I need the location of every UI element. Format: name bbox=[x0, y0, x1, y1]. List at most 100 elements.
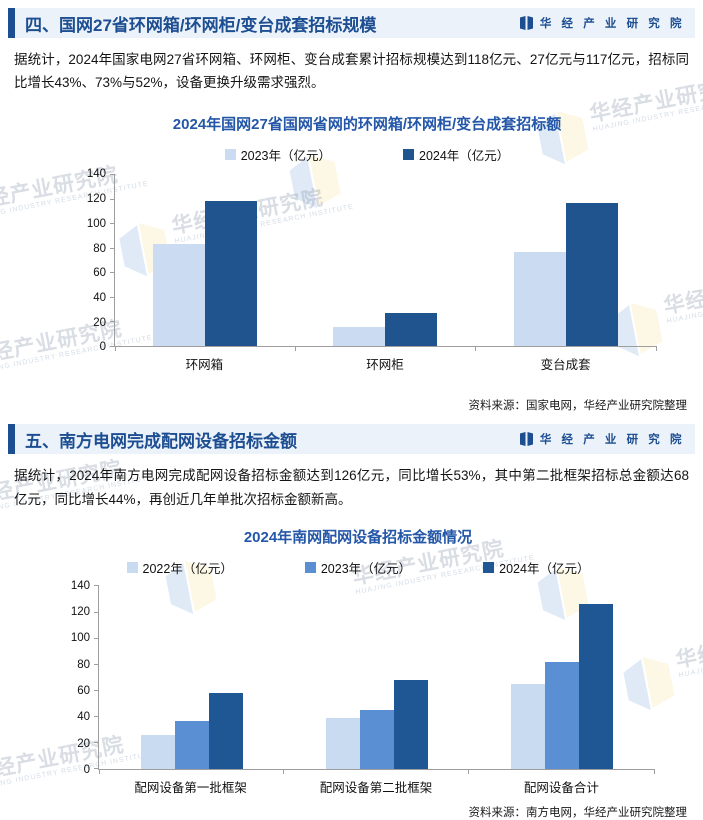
y-axis-tick-label: 100 bbox=[86, 217, 106, 230]
y-axis-tick-label: 40 bbox=[93, 292, 106, 305]
section-2-paragraph: 据统计，2024年南方电网完成配网设备招标金额达到126亿元，同比增长53%，其… bbox=[14, 468, 689, 507]
bar-2023年（亿元）-变台成套 bbox=[513, 251, 566, 347]
y-axis-tick-label: 140 bbox=[70, 579, 90, 592]
chart-2-plot-area bbox=[94, 585, 655, 774]
legend-label: 2024年（亿元） bbox=[499, 561, 590, 576]
y-axis-tick-mark bbox=[110, 223, 115, 225]
section-2-source: 资料来源：南方电网，华经产业研究院整理 bbox=[468, 806, 688, 819]
y-axis-tick-label: 60 bbox=[77, 685, 90, 698]
x-axis-tick-mark bbox=[114, 346, 116, 352]
legend-item-2: 2024年（亿元） bbox=[483, 558, 589, 577]
y-axis-tick-label: 140 bbox=[86, 168, 106, 181]
bar-2022年（亿元）-配网设备合计 bbox=[510, 683, 545, 769]
bar-group-0 bbox=[115, 174, 295, 347]
x-axis-category-label-0: 配网设备第一批框架 bbox=[134, 780, 247, 795]
x-axis-tick-mark bbox=[98, 768, 100, 774]
y-axis-tick-mark bbox=[94, 637, 99, 639]
section-2-title: 五、南方电网完成配网设备招标金额 bbox=[25, 431, 297, 451]
y-axis-tick-label: 80 bbox=[93, 242, 106, 255]
y-axis-tick-label: 100 bbox=[70, 632, 90, 645]
x-axis-tick-mark bbox=[475, 346, 477, 352]
y-axis-tick-label: 60 bbox=[93, 267, 106, 280]
bar-2024年（亿元）-变台成套 bbox=[565, 202, 618, 347]
chart-2-title: 2024年南网配网设备招标金额情况 bbox=[243, 528, 473, 546]
bar-2022年（亿元）-配网设备第二批框架 bbox=[325, 717, 360, 769]
bar-2023年（亿元）-配网设备合计 bbox=[544, 661, 579, 769]
bar-group-1 bbox=[295, 174, 475, 347]
y-axis-tick-label: 120 bbox=[86, 193, 106, 206]
chart-1-plot-area bbox=[110, 173, 657, 352]
chart-2-legend: 2022年（亿元） 2023年（亿元） 2024年（亿元） bbox=[62, 558, 654, 577]
x-axis-tick-mark bbox=[283, 768, 285, 774]
y-axis-tick-label: 40 bbox=[77, 711, 90, 724]
bar-chart-2: 2024年南网配网设备招标金额情况 2022年（亿元） 2023年（亿元） 2024… bbox=[62, 526, 655, 796]
bar-chart-1: 2024年国网27省国网省网的环网箱/环网柜/变台成套招标额 2023年（亿元）… bbox=[78, 113, 657, 373]
x-axis-category-label-2: 变台成套 bbox=[540, 358, 591, 373]
chart-2-x-labels: 配网设备第一批框架 配网设备第二批框架 配网设备合计 bbox=[98, 777, 654, 796]
bar-group-2 bbox=[476, 174, 656, 347]
y-axis-tick-mark bbox=[94, 768, 99, 770]
bar-2024年（亿元）-配网设备第二批框架 bbox=[393, 680, 428, 769]
bar-2023年（亿元）-配网设备第一批框架 bbox=[174, 720, 209, 769]
brand-name: 华 经 产 业 研 究 院 bbox=[539, 18, 685, 30]
section-1-paragraph: 据统计，2024年国家电网27省环网箱、环网柜、变台成套累计招标规模达到118亿… bbox=[14, 52, 689, 91]
chart-1-y-axis: 0 20 40 60 80 100 120 140 bbox=[78, 168, 114, 353]
y-axis-tick-mark bbox=[110, 247, 115, 249]
bar-group-2 bbox=[469, 586, 654, 769]
bar-2024年（亿元）-配网设备第一批框架 bbox=[208, 693, 243, 769]
x-axis-category-label-2: 配网设备合计 bbox=[523, 780, 599, 795]
y-axis-tick-label: 0 bbox=[99, 341, 106, 354]
legend-swatch bbox=[224, 149, 236, 161]
legend-label: 2024年（亿元） bbox=[419, 149, 510, 164]
brand-book-icon bbox=[519, 432, 533, 447]
y-axis-tick-label: 20 bbox=[77, 737, 90, 750]
brand-name: 华 经 产 业 研 究 院 bbox=[539, 434, 685, 447]
y-axis-tick-mark bbox=[110, 272, 115, 274]
brand-logo: 华 经 产 业 研 究 院 bbox=[519, 15, 685, 31]
y-axis-tick-label: 20 bbox=[93, 316, 106, 329]
x-axis-tick-mark bbox=[655, 346, 657, 352]
y-axis-tick-mark bbox=[110, 198, 115, 200]
bar-2024年（亿元）-环网柜 bbox=[385, 313, 438, 347]
chart-2-y-axis: 0 20 40 60 80 100 120 140 bbox=[62, 580, 98, 776]
bar-group-1 bbox=[284, 586, 469, 769]
x-axis-category-label-1: 配网设备第二批框架 bbox=[319, 780, 433, 795]
legend-item-1: 2024年（亿元） bbox=[403, 145, 509, 164]
brand-book-icon bbox=[519, 16, 533, 30]
y-axis-tick-label: 0 bbox=[83, 763, 90, 776]
bar-2023年（亿元）-环网柜 bbox=[333, 326, 386, 347]
bar-2024年（亿元）-配网设备合计 bbox=[578, 604, 613, 769]
x-axis-tick-mark bbox=[468, 768, 470, 774]
legend-item-0: 2022年（亿元） bbox=[126, 558, 233, 577]
chart-1-legend: 2023年（亿元） 2024年（亿元） bbox=[78, 145, 656, 164]
section-1-header: 四、国网27省环网箱/环网柜/变台成套招标规模 华 经 产 业 研 究 院 bbox=[8, 8, 695, 38]
chart-1-x-labels: 环网箱 环网柜 变台成套 bbox=[114, 354, 656, 373]
section-2-header: 五、南方电网完成配网设备招标金额 华 经 产 业 研 究 院 bbox=[8, 424, 695, 455]
legend-label: 2023年（亿元） bbox=[320, 561, 412, 576]
y-axis-tick-mark bbox=[94, 689, 99, 691]
y-axis-tick-mark bbox=[110, 321, 115, 323]
legend-label: 2023年（亿元） bbox=[240, 149, 331, 164]
bar-2024年（亿元）-环网箱 bbox=[205, 201, 258, 347]
legend-swatch bbox=[126, 561, 138, 573]
y-axis-tick-mark bbox=[94, 663, 99, 665]
y-axis-tick-label: 80 bbox=[77, 658, 90, 671]
y-axis-tick-mark bbox=[110, 296, 115, 298]
y-axis-tick-mark bbox=[94, 611, 99, 613]
x-axis-tick-mark bbox=[653, 768, 655, 774]
section-1-source: 资料来源：国家电网，华经产业研究院整理 bbox=[468, 400, 688, 413]
y-axis-tick-mark bbox=[110, 345, 115, 347]
section-1-title: 四、国网27省环网箱/环网柜/变台成套招标规模 bbox=[25, 15, 377, 35]
legend-swatch bbox=[483, 561, 495, 573]
y-axis-tick-mark bbox=[94, 742, 99, 744]
brand-logo: 华 经 产 业 研 究 院 bbox=[519, 431, 685, 447]
bar-2022年（亿元）-配网设备第一批框架 bbox=[140, 734, 175, 769]
legend-item-0: 2023年（亿元） bbox=[224, 145, 331, 164]
chart-1-title: 2024年国网27省国网省网的环网箱/环网柜/变台成套招标额 bbox=[172, 116, 562, 134]
y-axis-tick-mark bbox=[94, 585, 99, 587]
x-axis-tick-mark bbox=[294, 346, 296, 352]
y-axis-tick-label: 120 bbox=[70, 606, 90, 619]
legend-swatch bbox=[304, 561, 316, 573]
x-axis-category-label-0: 环网箱 bbox=[185, 358, 224, 373]
